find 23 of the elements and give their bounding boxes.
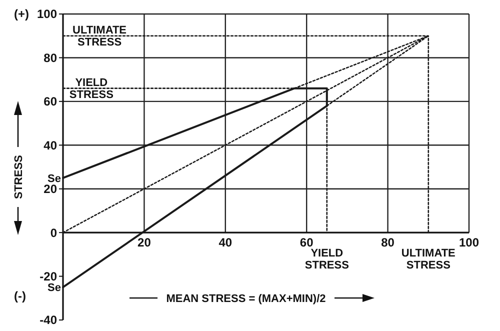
y-tick-label: 40 xyxy=(44,138,58,152)
y-tick-label: 20 xyxy=(44,182,58,196)
x-tick-label: 60 xyxy=(300,236,314,250)
annotation: YIELD STRESS xyxy=(69,77,114,102)
annotation: Se xyxy=(48,172,61,185)
y-tick-label: -20 xyxy=(40,269,58,284)
annotation: Se xyxy=(48,282,61,294)
x-tick-label: 80 xyxy=(381,236,395,250)
x-axis-title: MEAN STRESS = (MAX+MIN)/2 xyxy=(166,292,326,305)
annotation: YIELD STRESS xyxy=(304,247,349,272)
annotation: ULTIMATE STRESS xyxy=(401,247,456,272)
y-axis-title: STRESS xyxy=(12,154,25,200)
x-tick-label: 40 xyxy=(218,236,232,250)
annotation: ULTIMATE STRESS xyxy=(72,24,127,49)
y-tick-label: 60 xyxy=(44,94,58,109)
text: (-) xyxy=(14,289,26,304)
y-tick-label: 100 xyxy=(36,7,58,22)
x-tick-label: 100 xyxy=(458,236,480,250)
y-tick-label: -40 xyxy=(40,313,58,328)
text: (+) xyxy=(14,7,30,22)
x-tick-label: 20 xyxy=(138,236,152,250)
y-tick-label: 0 xyxy=(50,226,58,240)
y-tick-label: 80 xyxy=(44,50,58,65)
